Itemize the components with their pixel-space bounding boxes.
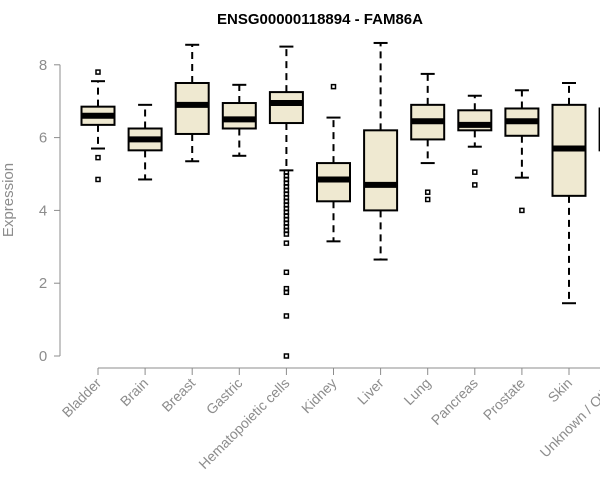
- y-tick-label: 4: [39, 202, 47, 219]
- box-iqr: [221, 102, 257, 130]
- outlier-point: [95, 176, 101, 183]
- box-iqr: [174, 82, 210, 135]
- x-tick-label: Pancreas: [428, 375, 481, 428]
- box-group: [504, 89, 540, 214]
- x-tick-label: Brain: [117, 375, 151, 409]
- outlier-point: [95, 69, 101, 75]
- y-tick-label: 8: [39, 57, 47, 74]
- x-tick-label: Breast: [158, 375, 198, 415]
- y-tick-label: 6: [39, 130, 47, 147]
- box-group: [174, 43, 210, 163]
- outlier-point: [283, 269, 290, 276]
- outlier-point: [283, 353, 290, 359]
- outlier-point: [424, 189, 431, 195]
- outlier-point: [283, 289, 290, 296]
- box-group: [410, 72, 446, 203]
- box-group: [316, 83, 351, 243]
- x-tick-label: Hematopoietic cells: [195, 375, 292, 472]
- outlier-point: [330, 83, 337, 90]
- x-tick-label: Kidney: [298, 375, 340, 417]
- outlier-point: [424, 196, 431, 203]
- y-axis: 0 2 4 6 8: [39, 57, 61, 365]
- x-tick-label: Liver: [354, 375, 387, 408]
- chart-title: ENSG00000118894 - FAM86A: [217, 11, 423, 28]
- x-tick-label: Skin: [545, 375, 576, 406]
- box-iqr: [268, 91, 304, 125]
- x-tick-label: Lung: [400, 375, 433, 408]
- y-axis-label: Expression: [0, 163, 17, 237]
- box-group: [363, 41, 399, 261]
- box-group: [80, 69, 116, 183]
- outlier-point: [283, 231, 290, 237]
- box-group: [551, 82, 587, 305]
- outlier-point: [472, 169, 478, 175]
- box-group: [221, 83, 257, 157]
- outlier-point: [519, 207, 525, 214]
- outlier-point: [283, 313, 290, 319]
- x-tick-label: Bladder: [59, 375, 105, 421]
- outlier-point: [95, 154, 101, 161]
- box-group: [457, 94, 493, 188]
- boxes-group: [80, 41, 600, 359]
- outlier-point: [472, 182, 478, 188]
- x-tick-label: Prostate: [480, 375, 528, 423]
- box-iqr: [363, 129, 399, 212]
- outlier-point: [283, 240, 290, 246]
- y-tick-label: 0: [39, 348, 47, 365]
- y-tick-label: 2: [39, 275, 47, 292]
- box-group: [127, 103, 163, 181]
- box-group: [268, 45, 304, 359]
- x-tick-label: Gastric: [203, 375, 246, 418]
